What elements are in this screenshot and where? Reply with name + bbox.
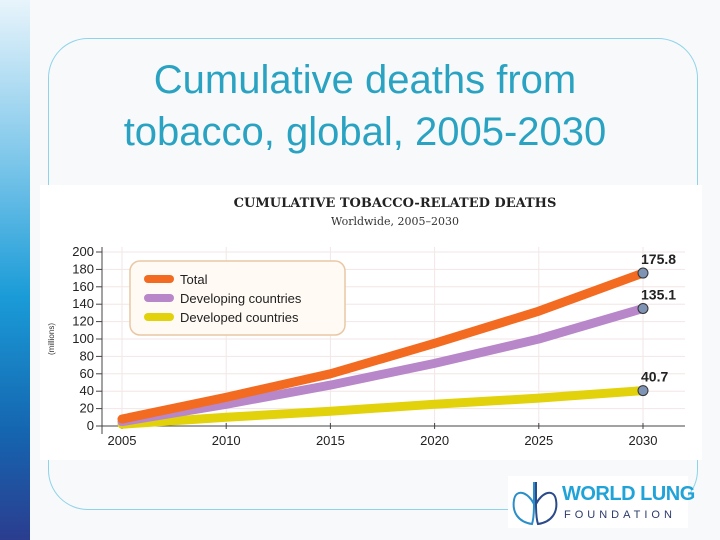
y-tick-label: 160 — [72, 279, 94, 294]
legend-box — [129, 260, 346, 336]
x-tick-label: 2010 — [212, 433, 241, 448]
y-tick-label: 200 — [72, 244, 94, 259]
logo-text-world-lung: WORLD LUNG — [562, 483, 695, 505]
legend-label: Developed countries — [180, 310, 299, 325]
slide-title: Cumulative deaths from tobacco, global, … — [40, 54, 690, 158]
x-tick-label: 2015 — [316, 433, 345, 448]
logo-text-foundation: FOUNDATION — [564, 509, 676, 521]
y-tick-label: 60 — [80, 366, 94, 381]
x-tick-label: 2025 — [524, 433, 553, 448]
title-line-2: tobacco, global, 2005-2030 — [123, 110, 607, 154]
y-tick-label: 0 — [87, 418, 94, 433]
end-point-marker — [637, 267, 649, 279]
end-point-marker — [637, 385, 649, 397]
legend-label: Developing countries — [180, 291, 302, 306]
chart-image: CUMULATIVE TOBACCO-RELATED DEATHS Worldwi… — [40, 185, 702, 460]
end-point-marker — [637, 302, 649, 314]
series-line-developing-countries — [117, 303, 648, 427]
y-tick-label: 40 — [80, 383, 94, 398]
legend-label: Total — [180, 272, 208, 287]
x-tick-label: 2030 — [629, 433, 658, 448]
decorative-side-strip — [0, 0, 30, 540]
y-tick-label: 80 — [80, 348, 94, 363]
series-line-developed-countries — [117, 386, 648, 429]
series-line-total — [117, 268, 648, 424]
chart-title: CUMULATIVE TOBACCO-RELATED DEATHS — [234, 196, 557, 211]
data-label: 40.7 — [641, 369, 668, 385]
chart-subtitle: Worldwide, 2005–2030 — [331, 215, 459, 228]
y-tick-label: 100 — [72, 331, 94, 346]
x-tick-label: 2020 — [420, 433, 449, 448]
y-tick-label: 20 — [80, 401, 94, 416]
chart-svg: CUMULATIVE TOBACCO-RELATED DEATHS Worldwi… — [47, 196, 685, 448]
y-tick-label: 140 — [72, 296, 94, 311]
y-tick-label: 120 — [72, 314, 94, 329]
world-lung-foundation-logo: WORLD LUNG FOUNDATION — [508, 476, 695, 528]
y-axis-label: (millions) — [47, 323, 56, 355]
title-line-1: Cumulative deaths from — [153, 58, 577, 102]
lung-icon — [512, 482, 558, 526]
y-tick-label: 180 — [72, 261, 94, 276]
x-tick-label: 2005 — [108, 433, 137, 448]
data-label: 175.8 — [641, 251, 676, 267]
data-label: 135.1 — [641, 286, 676, 302]
